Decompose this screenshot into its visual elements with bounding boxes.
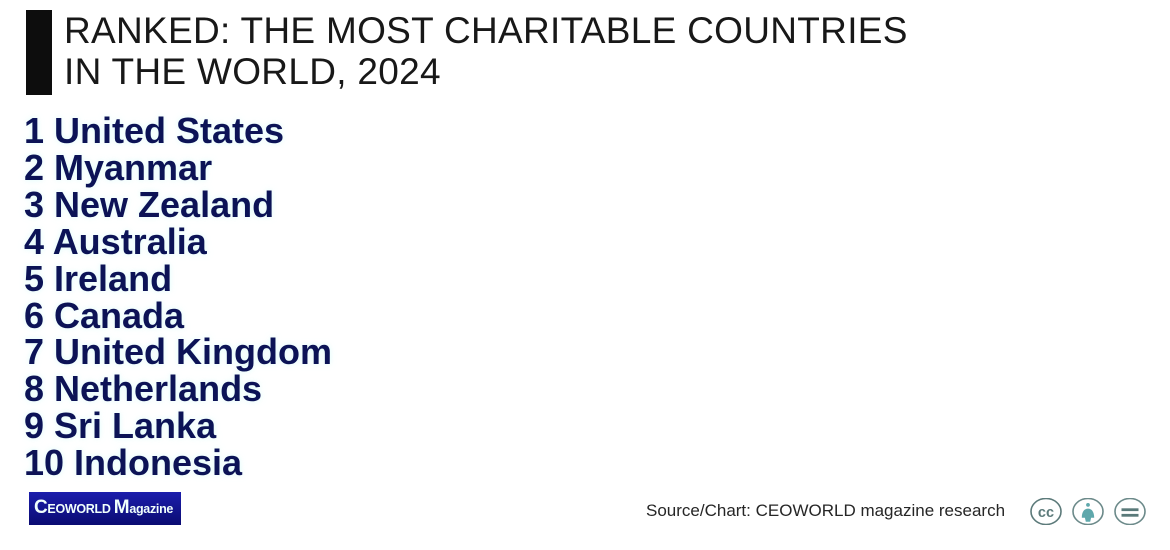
svg-text:cc: cc bbox=[1038, 505, 1054, 521]
